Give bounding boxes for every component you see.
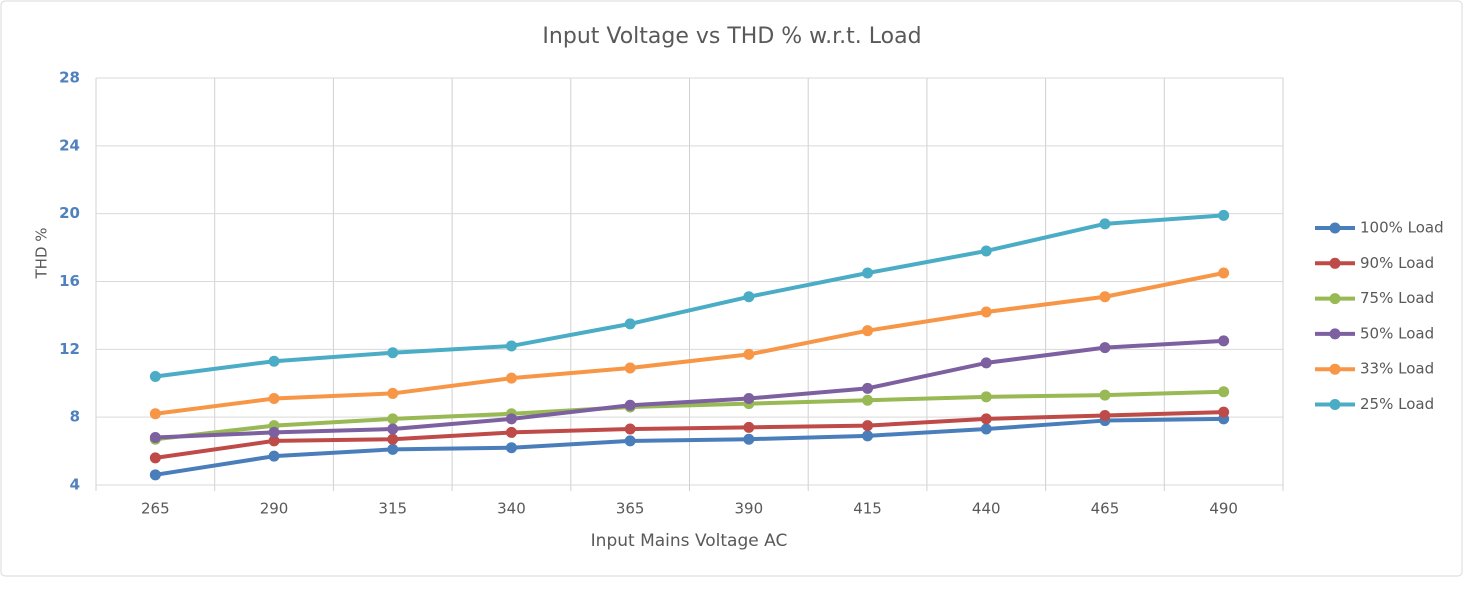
data-point <box>980 423 992 435</box>
legend-marker <box>1329 399 1341 410</box>
data-point <box>1218 386 1230 398</box>
y-tick-label: 24 <box>59 136 80 154</box>
data-point <box>980 245 992 257</box>
legend-marker <box>1329 293 1341 305</box>
x-tick-label: 290 <box>260 500 289 518</box>
data-point <box>862 325 874 337</box>
legend-marker <box>1329 257 1341 269</box>
x-tick-label: 440 <box>972 500 1001 518</box>
x-tick-label: 315 <box>378 500 407 518</box>
data-point <box>149 452 161 464</box>
data-point <box>387 387 399 399</box>
data-point <box>149 432 161 444</box>
data-point <box>1099 409 1111 421</box>
chart-title: Input Voltage vs THD % w.r.t. Load <box>542 24 921 49</box>
data-point <box>1218 209 1230 221</box>
data-point <box>1218 335 1230 347</box>
y-tick-label: 16 <box>59 272 80 290</box>
data-point <box>862 420 874 432</box>
series-line <box>155 213 1224 379</box>
x-tick-label: 265 <box>141 500 170 518</box>
data-point <box>268 355 280 367</box>
data-point <box>149 469 161 481</box>
series-line <box>155 410 1224 460</box>
legend-label: 75% Load <box>1360 289 1434 307</box>
data-point <box>624 318 636 330</box>
data-point <box>862 382 874 394</box>
data-point <box>743 421 755 433</box>
data-point <box>1218 406 1230 418</box>
legend-label: 25% Load <box>1360 395 1434 413</box>
data-point <box>1218 267 1230 279</box>
data-point <box>268 435 280 447</box>
data-point <box>387 413 399 425</box>
x-tick-label: 365 <box>616 500 645 518</box>
data-point <box>268 426 280 438</box>
series-line <box>155 271 1225 416</box>
data-point <box>505 442 517 454</box>
x-tick-label: 465 <box>1091 500 1120 518</box>
y-tick-label: 28 <box>59 69 80 87</box>
data-point <box>505 340 517 352</box>
data-point <box>268 450 280 462</box>
legend-label: 33% Load <box>1360 360 1434 378</box>
data-point <box>387 347 399 359</box>
y-axis-label: THD % <box>33 227 51 279</box>
data-point <box>862 394 874 406</box>
x-tick-label: 340 <box>497 500 526 518</box>
y-tick-label: 20 <box>59 204 80 222</box>
data-point <box>980 391 992 403</box>
x-tick-label: 415 <box>853 500 882 518</box>
data-point <box>1099 342 1111 354</box>
data-point <box>980 357 992 369</box>
data-point <box>743 348 755 360</box>
data-point <box>1099 218 1111 230</box>
legend-label: 90% Load <box>1360 254 1434 272</box>
data-point <box>505 413 517 425</box>
data-point <box>1099 291 1111 303</box>
series-line <box>155 389 1224 442</box>
x-tick-label: 490 <box>1209 500 1238 518</box>
y-tick-label: 4 <box>70 476 80 494</box>
data-point <box>505 426 517 438</box>
data-point <box>980 413 992 425</box>
y-tick-label: 8 <box>70 408 80 426</box>
legend-label: 50% Load <box>1360 324 1434 342</box>
data-point <box>624 435 636 447</box>
data-point <box>624 362 636 374</box>
data-point <box>387 423 399 435</box>
legend-marker <box>1329 222 1341 234</box>
data-point <box>980 306 992 318</box>
data-point <box>743 291 755 303</box>
data-point <box>1099 389 1111 401</box>
legend-label: 100% Load <box>1360 219 1444 237</box>
x-tick-label: 390 <box>735 500 764 518</box>
data-point <box>624 423 636 435</box>
data-point <box>862 267 874 279</box>
data-point <box>387 443 399 455</box>
data-point <box>505 372 517 384</box>
legend-marker <box>1329 328 1341 340</box>
data-point <box>268 393 280 405</box>
data-point <box>149 370 161 382</box>
y-tick-label: 12 <box>59 340 80 358</box>
legend-marker <box>1329 363 1341 375</box>
data-point <box>149 408 161 420</box>
x-axis-label: Input Mains Voltage AC <box>591 531 788 551</box>
data-point <box>743 433 755 445</box>
series-line <box>155 338 1224 440</box>
data-point <box>743 393 755 405</box>
data-point <box>862 430 874 442</box>
data-point <box>624 399 636 411</box>
data-point <box>387 433 399 445</box>
series-line <box>155 416 1224 477</box>
chart-frame <box>0 0 1463 577</box>
